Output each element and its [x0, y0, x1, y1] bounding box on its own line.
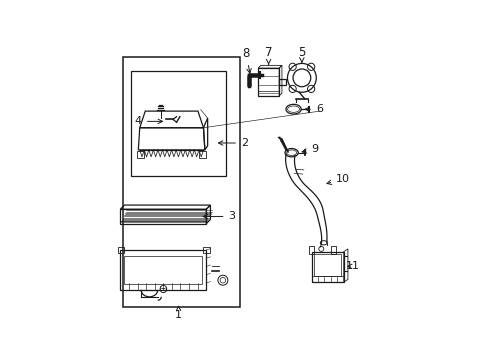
Text: 2: 2 — [218, 138, 247, 148]
Bar — [137, 151, 143, 158]
Text: 9: 9 — [302, 144, 318, 154]
Bar — [120, 250, 206, 290]
Text: 1: 1 — [175, 306, 182, 320]
Bar — [311, 252, 343, 282]
Bar — [120, 209, 206, 224]
Bar — [258, 68, 279, 96]
Bar — [199, 151, 206, 158]
Bar — [309, 246, 314, 254]
Text: 6: 6 — [305, 104, 322, 114]
Bar — [203, 247, 209, 253]
Bar — [279, 79, 285, 85]
Text: 4: 4 — [135, 116, 162, 126]
Text: $\Theta$: $\Theta$ — [158, 283, 168, 294]
Text: 8: 8 — [242, 47, 251, 73]
Text: 7: 7 — [264, 46, 272, 64]
Text: 5: 5 — [298, 46, 305, 62]
Text: 10: 10 — [326, 174, 349, 184]
Bar — [330, 246, 335, 254]
Bar — [314, 255, 340, 276]
Text: 3: 3 — [203, 211, 235, 221]
Bar — [124, 256, 202, 284]
Bar — [123, 57, 239, 307]
Text: 11: 11 — [346, 261, 359, 271]
Bar — [131, 71, 225, 176]
Bar — [117, 247, 123, 253]
